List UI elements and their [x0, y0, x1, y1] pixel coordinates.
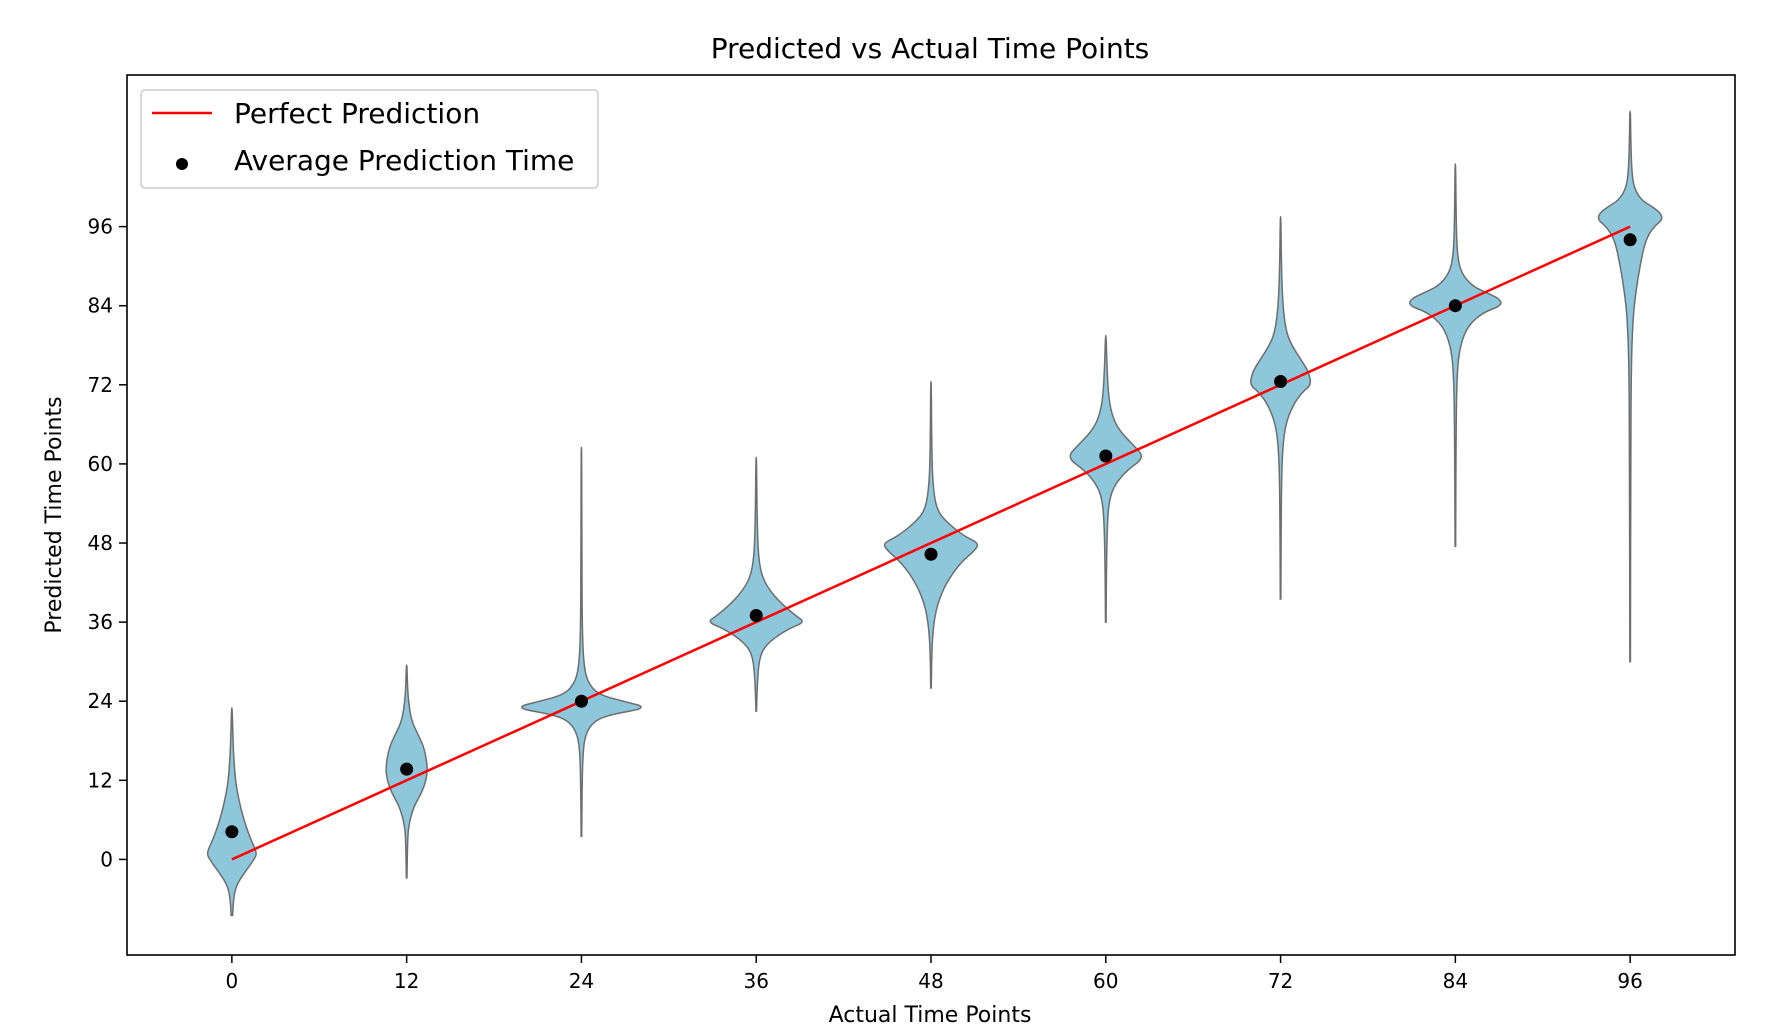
x-tick-label-60: 60: [1093, 969, 1118, 993]
y-tick-label-36: 36: [88, 610, 113, 634]
x-tick-label-72: 72: [1268, 969, 1293, 993]
legend: Perfect Prediction Average Prediction Ti…: [140, 89, 599, 189]
y-tick-label-0: 0: [100, 847, 113, 871]
violin-96: [1597, 110, 1663, 663]
violin-0: [206, 707, 257, 917]
violin-84: [1409, 163, 1502, 548]
average-marker-72: [1274, 375, 1288, 389]
violin-48: [883, 380, 979, 689]
x-tick-label-36: 36: [743, 969, 768, 993]
legend-average-marker-swatch: [176, 158, 188, 170]
average-marker-24: [574, 694, 588, 708]
y-tick-label-84: 84: [88, 294, 113, 318]
lines-layer: [231, 225, 1631, 861]
x-tick-label-96: 96: [1617, 969, 1642, 993]
legend-box: [140, 89, 599, 189]
y-tick-label-60: 60: [88, 452, 113, 476]
x-tick-label-0: 0: [226, 969, 239, 993]
y-tick-label-48: 48: [88, 531, 113, 555]
average-marker-36: [749, 609, 763, 623]
mean-markers-layer: [225, 233, 1637, 839]
y-tick-label-72: 72: [88, 373, 113, 397]
x-tick-label-48: 48: [918, 969, 943, 993]
chart-title: Predicted vs Actual Time Points: [711, 32, 1150, 65]
average-marker-12: [400, 762, 414, 776]
x-tick-label-12: 12: [394, 969, 419, 993]
average-marker-96: [1623, 233, 1637, 247]
perfect-prediction-line: [231, 225, 1631, 861]
x-axis-ticks: 0 12 24 36 48 60 72 84 96: [226, 955, 1643, 993]
x-tick-label-84: 84: [1443, 969, 1468, 993]
x-tick-label-24: 24: [569, 969, 594, 993]
y-tick-label-96: 96: [88, 215, 113, 239]
y-axis-label: Predicted Time Points: [42, 396, 67, 633]
violin-36: [709, 456, 803, 712]
y-tick-label-24: 24: [88, 689, 113, 713]
legend-average-prediction-label: Average Prediction Time: [234, 144, 574, 177]
y-axis-ticks: 0 12 24 36 48 60 72 84 96: [88, 215, 127, 871]
violin-60: [1069, 334, 1142, 623]
y-tick-label-12: 12: [88, 768, 113, 792]
average-marker-0: [225, 825, 239, 839]
legend-perfect-prediction-label: Perfect Prediction: [234, 97, 480, 130]
average-marker-48: [924, 547, 938, 561]
violin-72: [1250, 215, 1312, 600]
average-marker-84: [1448, 299, 1462, 313]
average-marker-60: [1099, 449, 1113, 463]
violins-layer: [206, 110, 1663, 917]
x-axis-label: Actual Time Points: [829, 1003, 1032, 1028]
